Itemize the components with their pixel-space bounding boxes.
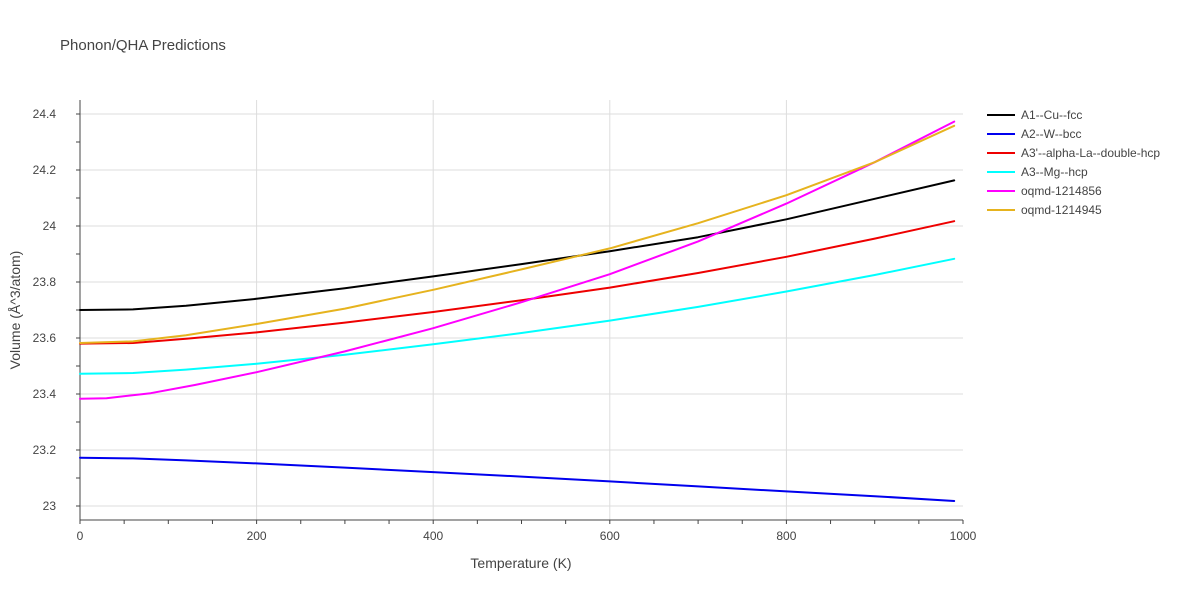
y-tick-label: 23.6	[33, 331, 57, 345]
legend-entry: A3'--alpha-La--double-hcp	[1021, 146, 1160, 160]
x-tick-label: 800	[776, 529, 796, 543]
legend-entry: A1--Cu--fcc	[1021, 108, 1082, 122]
series-line-0	[79, 179, 956, 311]
grid	[80, 100, 963, 520]
y-tick-label: 24.4	[33, 107, 57, 121]
x-axis-title: Temperature (K)	[470, 555, 571, 571]
series-line-1	[79, 456, 956, 502]
y-tick-label: 23.4	[33, 387, 57, 401]
series-lines	[79, 120, 956, 502]
series-line-3	[79, 257, 956, 375]
y-tick-label: 23.2	[33, 443, 57, 457]
series-line-4	[79, 120, 956, 400]
x-tick-label: 0	[77, 529, 84, 543]
x-tick-label: 400	[423, 529, 443, 543]
y-tick-label: 24	[43, 219, 57, 233]
y-tick-label: 23	[43, 499, 57, 513]
legend-entry: oqmd-1214945	[1021, 203, 1102, 217]
series-line-5	[79, 124, 956, 344]
chart-title: Phonon/QHA Predictions	[60, 37, 226, 54]
x-tick-label: 1000	[950, 529, 977, 543]
x-tick-label: 200	[247, 529, 267, 543]
legend: A1--Cu--fcc A2--W--bcc A3'--alpha-La--doub…	[987, 108, 1160, 217]
legend-entry: A2--W--bcc	[1021, 127, 1081, 141]
x-tick-labels: 0 200 400 600 800 1000	[77, 529, 977, 543]
y-axis-title: Volume (Å^3/atom)	[7, 251, 23, 370]
y-tick-label: 23.8	[33, 275, 57, 289]
y-tick-labels: 23 23.2 23.4 23.6 23.8 24 24.2 24.4	[33, 107, 57, 513]
legend-entry: oqmd-1214856	[1021, 184, 1102, 198]
x-tick-label: 600	[600, 529, 620, 543]
series-line-2	[79, 220, 956, 345]
legend-entry: A3--Mg--hcp	[1021, 165, 1088, 179]
y-tick-label: 24.2	[33, 163, 57, 177]
